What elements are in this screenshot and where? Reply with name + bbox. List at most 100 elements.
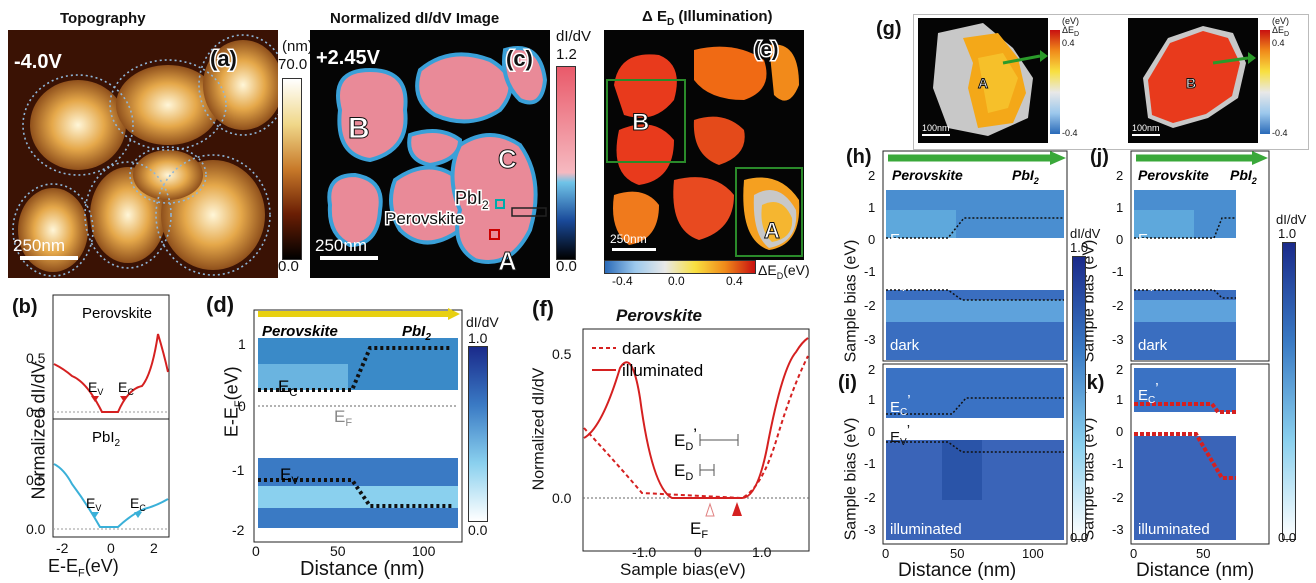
jk-cmax: 1.0 [1278, 226, 1297, 241]
ed-zoom-a-region: A [978, 75, 988, 91]
i-ytick-3: -1 [864, 456, 876, 471]
didv-region-b: B [348, 112, 370, 145]
didv-image: B C A PbI2 Perovskite +2.45V 250nm (c) [310, 30, 550, 278]
k-ytick-0: 2 [1116, 362, 1124, 377]
ed-tick-2: 0.4 [726, 274, 743, 288]
j-ytick-0: 2 [1116, 168, 1124, 183]
ed-zoom-b-region: B [1186, 75, 1196, 91]
d-cmin: 0.0 [468, 522, 488, 538]
j-left: Perovskite [1138, 167, 1209, 183]
hi-colorbar [1072, 256, 1086, 540]
didv-perov-label: Perovskite [385, 209, 464, 228]
b-top-name: Perovskite [82, 305, 152, 322]
f-xtick-2: 1.0 [752, 544, 772, 560]
h-ytick-0: 2 [868, 168, 876, 183]
d-unit: dI/dV [466, 314, 499, 330]
d-ytick-2: -1 [232, 462, 245, 478]
h-i-band-maps: Perovskite PbI2 EC EV dark EC’ EV’ illum… [882, 150, 1068, 545]
h-ytick-3: -1 [864, 264, 876, 279]
b-ytick-b0: 0.5 [26, 472, 46, 488]
j-ev: EV [1138, 275, 1155, 294]
ed-zoom-a-scale: 100nm [922, 123, 950, 133]
didv-region-c: C [498, 144, 517, 174]
ed-unit: ΔED(eV) [758, 262, 810, 281]
k-ec: EC’ [1138, 380, 1159, 406]
d-xtick-0: 0 [252, 543, 260, 559]
d-right: PbI2 [402, 323, 431, 343]
ed-tick-0: -0.4 [612, 274, 633, 288]
topo-scale: 250nm [13, 236, 65, 255]
g-colorbar-a [1050, 30, 1060, 134]
k-illum: illuminated [1138, 521, 1210, 538]
b-ev: EV [88, 379, 103, 397]
h-ytick-1: 1 [868, 200, 876, 215]
topo-unit: (nm) [282, 38, 313, 55]
d-ytick-3: -2 [232, 522, 245, 538]
k-ytick-3: -1 [1112, 456, 1124, 471]
g-unit2-b: ΔED [1272, 25, 1290, 38]
panel-a-label: (a) [210, 46, 237, 71]
didv-bias: +2.45V [316, 47, 381, 69]
i-ytick-4: -2 [864, 490, 876, 505]
j-ytick-2: 0 [1116, 232, 1124, 247]
g-unit-a: (eV) [1062, 16, 1080, 26]
i-xtick-0: 0 [882, 546, 890, 561]
h-dark: dark [890, 337, 920, 354]
panel-e-label: (e) [754, 39, 778, 61]
panel-e-title: Δ ED (Illumination) [642, 8, 773, 28]
h-ytick-4: -2 [864, 298, 876, 313]
panel-h-label: (h) [846, 146, 872, 168]
i-ev: EV’ [890, 422, 910, 448]
b-xtick-2: 2 [150, 540, 158, 556]
f-ed-prime: ED’ [674, 425, 697, 453]
panel-g-label: (g) [876, 18, 902, 40]
b-bot-name: PbI2 [92, 429, 121, 449]
k-ytick-1: 1 [1116, 392, 1124, 407]
ed-tick-1: 0.0 [668, 274, 685, 288]
topo-cmin: 0.0 [278, 258, 299, 275]
k-xtick-1: 50 [1196, 546, 1211, 561]
panel-i-label: (i) [838, 372, 857, 394]
panel-k-label: (k) [1080, 372, 1105, 394]
k-ytick-2: 0 [1116, 424, 1124, 439]
j-ytick-4: -2 [1112, 298, 1124, 313]
i-ytick-0: 2 [868, 362, 876, 377]
b-ytick-b1: 0.0 [26, 521, 46, 537]
ed-zoom-b-scale: 100nm [1132, 123, 1160, 133]
ed-zoom-b: B 100nm [1128, 18, 1258, 143]
panel-f-label: (f) [532, 296, 554, 321]
ed-region-a: A [764, 218, 780, 243]
j-ytick-1: 1 [1116, 200, 1124, 215]
b-ec2: EC [130, 495, 146, 513]
k-ytick-5: -3 [1112, 522, 1124, 537]
didv-unit: dI/dV [556, 28, 592, 45]
j-ec: EC [1138, 231, 1155, 250]
topo-colorbar [282, 78, 302, 260]
didv-cmin: 0.0 [556, 258, 577, 275]
jk-unit: dI/dV [1276, 212, 1307, 227]
d-left: Perovskite [262, 323, 338, 340]
j-right: PbI2 [1230, 167, 1257, 186]
panel-d-label: (d) [206, 292, 235, 317]
b-xtick-0: -2 [56, 540, 69, 556]
d-ef: EF [334, 407, 352, 429]
i-ec: EC’ [890, 392, 911, 418]
b-ev2: EV [86, 495, 101, 513]
g-unit2-a: ΔED [1062, 25, 1080, 38]
g-colorbar-b [1260, 30, 1270, 134]
topo-cmax: 70.0 [278, 56, 308, 73]
j-k-band-maps: Perovskite PbI2 EC EV dark EC’ EV’ illum… [1130, 150, 1270, 545]
jk-cmin: 0.0 [1278, 530, 1297, 545]
panel-b-label: (b) [12, 296, 38, 318]
hi-cmin: 0.0 [1070, 530, 1089, 545]
g-cmin-b: -0.4 [1272, 128, 1288, 138]
j-ytick-3: -1 [1112, 264, 1124, 279]
k-xlabel: Distance (nm) [1136, 560, 1255, 581]
d-band-map: Perovskite PbI2 EC EF EV [253, 308, 463, 543]
d-xtick-2: 100 [412, 543, 436, 559]
jk-colorbar [1282, 242, 1296, 540]
f-legend-dark: dark [622, 339, 656, 358]
b-xlabel: E-EF(eV) [48, 556, 119, 580]
j-ytick-5: -3 [1112, 332, 1124, 347]
k-ev: EV’ [1138, 410, 1158, 436]
